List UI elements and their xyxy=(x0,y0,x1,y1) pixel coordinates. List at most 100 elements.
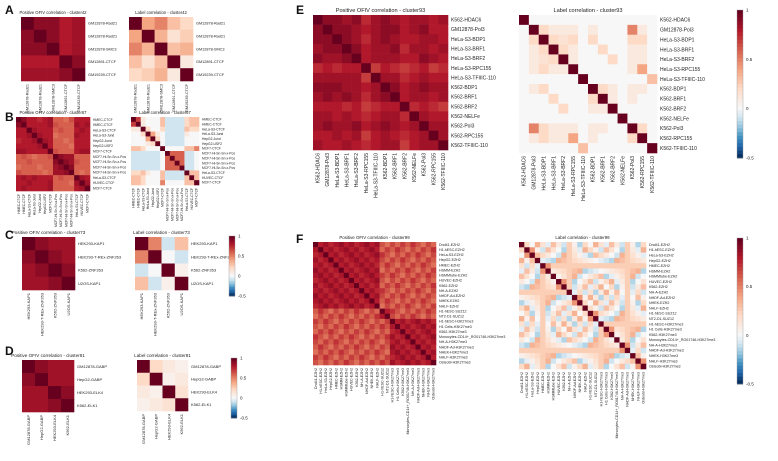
heatmap-cell xyxy=(566,337,573,343)
heatmap-cell xyxy=(343,277,350,284)
heatmap-cell xyxy=(333,262,339,268)
heatmap-cell xyxy=(561,257,567,264)
heatmap-cell xyxy=(534,247,541,253)
colorbar-segment xyxy=(229,260,235,262)
heatmap-cell xyxy=(74,159,80,165)
heatmap-cell xyxy=(399,82,410,93)
heatmap-cell xyxy=(140,117,146,123)
heatmap-cell xyxy=(400,349,406,356)
row-label: GM12878-Rad21 xyxy=(196,22,225,26)
heatmap-cell xyxy=(354,344,360,350)
heatmap-cell xyxy=(154,55,168,69)
heatmap-cell xyxy=(587,342,594,349)
heatmap-cell xyxy=(169,126,176,132)
column-label: MCF7-Hi-Sn-Sn-x-Pos xyxy=(170,188,174,221)
heatmap-cell xyxy=(597,44,609,55)
heatmap-cell xyxy=(359,344,365,350)
heatmap-cell xyxy=(338,359,345,366)
heatmap-cell xyxy=(419,15,430,25)
heatmap-cell xyxy=(374,293,380,299)
heatmap-cell xyxy=(379,262,386,268)
heatmap-cell xyxy=(597,113,609,124)
heatmap-cell xyxy=(550,247,557,253)
heatmap-cell xyxy=(561,310,567,317)
heatmap-cell xyxy=(399,121,410,132)
heatmap-cell xyxy=(179,180,185,186)
heatmap-cell xyxy=(22,276,36,291)
heatmap-cell xyxy=(571,305,578,312)
heatmap-cell xyxy=(184,175,190,181)
heatmap-cell xyxy=(524,363,530,370)
heatmap-cell xyxy=(597,123,609,134)
colorbar-segment xyxy=(737,10,743,15)
heatmap-cell xyxy=(323,344,329,350)
heatmap-cell xyxy=(322,92,333,103)
heatmap-cell xyxy=(568,34,579,45)
heatmap-cell xyxy=(390,92,401,103)
heatmap-cell xyxy=(84,169,91,176)
heatmap-cell xyxy=(400,272,406,279)
heatmap-cell xyxy=(37,122,43,128)
heatmap-cell xyxy=(598,294,604,301)
heatmap-cell xyxy=(380,43,391,54)
heatmap-cell xyxy=(351,34,362,45)
heatmap-cell xyxy=(619,284,626,290)
heatmap-cell xyxy=(46,42,60,56)
colorbar-segment xyxy=(231,361,237,363)
heatmap-cell xyxy=(415,334,421,340)
heatmap-cell xyxy=(588,74,599,85)
heatmap-cell xyxy=(405,288,411,294)
heatmap-cell xyxy=(614,300,620,306)
heatmap-cell xyxy=(550,273,557,280)
heatmap-cell xyxy=(323,334,329,340)
heatmap-cell xyxy=(313,267,319,274)
heatmap-cell xyxy=(637,133,648,144)
column-label: HeLa-S3-BDP1 xyxy=(541,156,547,191)
heatmap-cell xyxy=(74,127,80,134)
heatmap-cell xyxy=(630,363,636,370)
heatmap-cell xyxy=(333,242,339,248)
heatmap-cell xyxy=(343,318,350,325)
heatmap-cell xyxy=(635,273,642,280)
heatmap-cell xyxy=(165,155,171,162)
heatmap-cell xyxy=(380,121,391,132)
heatmap-cell xyxy=(47,132,54,139)
heatmap-cell xyxy=(131,141,137,147)
heatmap-cell xyxy=(359,308,365,315)
heatmap-cell xyxy=(384,354,391,361)
heatmap-cell xyxy=(614,294,620,301)
colorbar-tick-label: 1 xyxy=(746,8,749,13)
heatmap-cell xyxy=(42,175,49,181)
heatmap-cell xyxy=(313,339,319,345)
heatmap-cell xyxy=(165,131,171,137)
heatmap-cell xyxy=(598,247,604,253)
heatmap-cell xyxy=(566,257,573,264)
heatmap-cell xyxy=(131,175,137,181)
heatmap-cell xyxy=(415,308,421,315)
heatmap-cell xyxy=(351,82,362,93)
heatmap-cell xyxy=(538,54,549,65)
heatmap-cell xyxy=(167,68,181,82)
heatmap-cell xyxy=(420,267,427,274)
column-label: Dnd41-EZH2 xyxy=(520,372,524,393)
heatmap-cell xyxy=(425,298,432,304)
heatmap-cell xyxy=(313,288,319,294)
heatmap-cell xyxy=(63,138,70,144)
heatmap-cell xyxy=(84,122,91,128)
column-label: HeLa-S3-BRF2 xyxy=(561,156,567,190)
heatmap-cell xyxy=(58,117,64,123)
heatmap-cell xyxy=(131,180,137,186)
heatmap-cell xyxy=(430,354,437,361)
heatmap-cell xyxy=(22,250,36,264)
heatmap-cell xyxy=(338,242,345,248)
heatmap-cell xyxy=(35,373,49,387)
heatmap-cell xyxy=(571,252,578,259)
heatmap-cell xyxy=(540,279,546,285)
colorbar-tick-label: -0.5 xyxy=(238,294,246,299)
heatmap-cell xyxy=(84,175,91,181)
colorbar-segment xyxy=(229,272,235,274)
heatmap-cell xyxy=(607,74,618,85)
heatmap-cell xyxy=(558,54,569,65)
heatmap-cell xyxy=(558,113,569,124)
colorbar-segment xyxy=(231,364,237,366)
